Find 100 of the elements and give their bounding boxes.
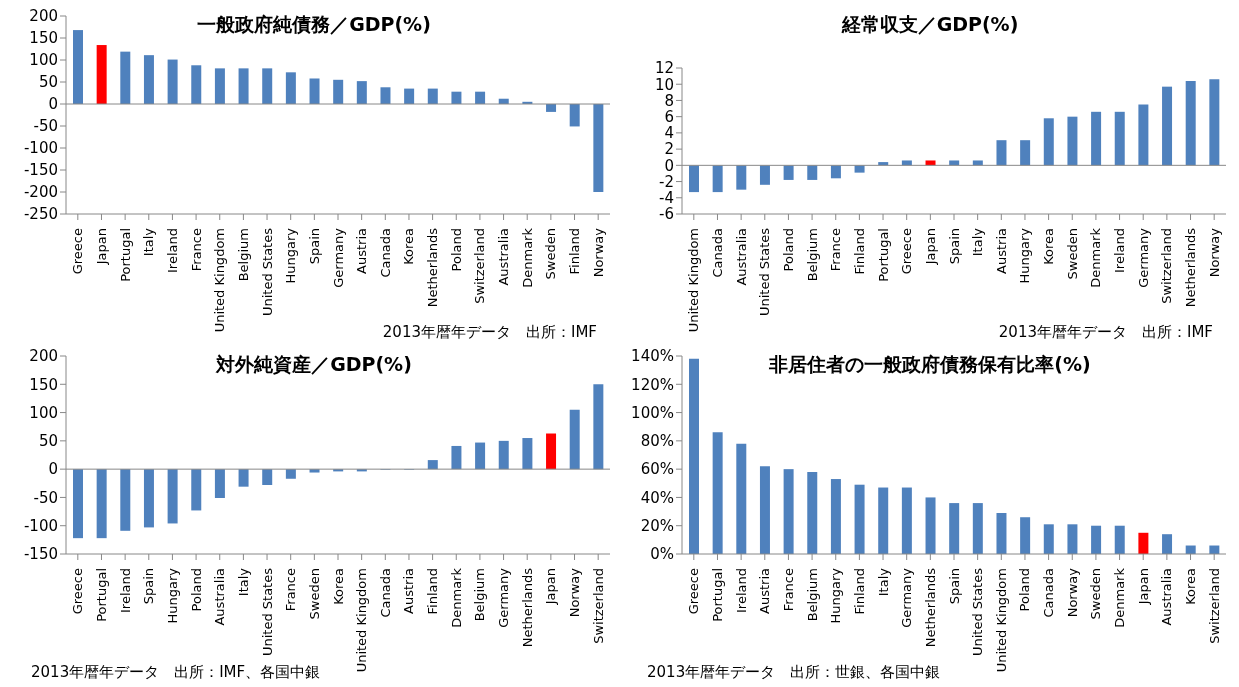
y-tick-label: 150	[29, 29, 58, 48]
x-tick-label: Greece	[70, 568, 86, 615]
x-tick-label: Sweden	[543, 228, 559, 280]
x-tick-label: Netherlands	[922, 567, 938, 648]
x-tick-label: Germany	[496, 567, 512, 628]
x-tick-label: United Kingdom	[354, 568, 370, 673]
x-tick-label: Norway	[590, 227, 606, 278]
x-tick-label: Portugal	[93, 568, 109, 622]
y-tick-label: -50	[33, 117, 58, 136]
x-tick-label: Italy	[235, 567, 251, 597]
y-tick-label: -6	[659, 205, 674, 224]
x-tick-label: Hungary	[283, 227, 299, 284]
y-tick-label: 0	[48, 95, 58, 114]
x-tick-label: Spain	[141, 568, 157, 605]
y-tick-label: -100	[23, 517, 58, 536]
y-tick-label: -100	[23, 139, 58, 158]
x-tick-label: Denmark	[519, 227, 535, 288]
x-tick-label: Korea	[401, 228, 417, 265]
y-tick-label: 6	[664, 107, 674, 126]
x-tick-label: Netherlands	[1183, 227, 1199, 308]
y-tick-label: 4	[664, 124, 674, 143]
x-tick-label: Ireland	[733, 568, 749, 613]
x-tick-label: Finland	[567, 228, 583, 275]
y-tick-label: 0	[48, 460, 58, 479]
x-tick-label: Japan	[922, 228, 938, 266]
x-tick-label: Spain	[946, 228, 962, 265]
y-tick-label: 50	[38, 432, 58, 451]
y-tick-label: 40%	[640, 488, 674, 507]
x-tick-label: Canada	[377, 568, 393, 618]
x-tick-label: Spain	[306, 228, 322, 265]
y-tick-label: 200	[29, 7, 58, 26]
x-tick-label: Korea	[330, 568, 346, 605]
x-tick-label: United Kingdom	[993, 568, 1009, 673]
x-tick-label: Italy	[970, 227, 986, 257]
x-tick-label: Sweden	[306, 568, 322, 620]
x-tick-label: Germany	[1135, 227, 1151, 288]
x-tick-label: Norway	[1206, 227, 1222, 278]
y-tick-label: 200	[29, 347, 58, 366]
x-tick-label: Germany	[899, 567, 915, 628]
x-tick-label: Poland	[188, 568, 204, 612]
x-tick-label: Poland	[780, 228, 796, 272]
x-tick-label: Netherlands	[425, 227, 441, 308]
y-tick-label: 150	[29, 375, 58, 394]
x-tick-label: Finland	[425, 568, 441, 615]
x-tick-label: Canada	[1041, 568, 1057, 618]
x-tick-label: Australia	[496, 228, 512, 286]
y-tick-label: 50	[38, 73, 58, 92]
x-tick-label: Norway	[567, 567, 583, 618]
x-tick-label: Germany	[330, 227, 346, 288]
x-tick-label: France	[780, 568, 796, 612]
text: 2013年暦年データ 出所：IMF、各国中銀	[28, 663, 324, 682]
y-tick-label: 10	[654, 75, 674, 94]
y-tick-label: 120%	[631, 375, 674, 394]
y-tick-label: 60%	[640, 460, 674, 479]
x-tick-label: Switzerland	[590, 568, 606, 644]
x-tick-label: Japan	[543, 568, 559, 606]
x-tick-label: France	[828, 228, 844, 272]
x-tick-label: Norway	[1064, 567, 1080, 618]
y-tick-label: -50	[33, 488, 58, 507]
text: 2013年暦年データ 出所：世銀、各国中銀	[644, 663, 944, 682]
chart-title: 非居住者の一般政府債務保有比率(%)	[769, 353, 1091, 375]
text: 2013年暦年データ 出所：IMF	[995, 323, 1216, 342]
x-tick-label: Canada	[709, 228, 725, 278]
x-tick-label: United States	[970, 567, 986, 657]
x-tick-label: Portugal	[875, 228, 891, 282]
chart-title: 一般政府純債務／GDP(%)	[197, 13, 431, 35]
y-tick-label: 0%	[650, 545, 674, 564]
x-tick-label: Australia	[733, 228, 749, 286]
x-tick-label: Austria	[757, 568, 773, 614]
x-tick-label: Spain	[946, 568, 962, 605]
x-tick-label: Finland	[851, 568, 867, 615]
y-tick-label: 2	[664, 140, 674, 159]
x-tick-label: Sweden	[1088, 568, 1104, 620]
x-tick-label: Switzerland	[1159, 228, 1175, 304]
x-tick-label: Poland	[448, 228, 464, 272]
y-tick-label: 140%	[631, 347, 674, 366]
chart-title: 対外純資産／GDP(%)	[216, 353, 412, 375]
x-tick-label: Canada	[377, 228, 393, 278]
x-tick-label: Hungary	[164, 567, 180, 624]
x-tick-label: Australia	[212, 568, 228, 626]
y-tick-label: -150	[23, 545, 58, 564]
x-tick-label: Japan	[1135, 568, 1151, 606]
x-tick-label: Denmark	[1088, 227, 1104, 288]
y-tick-label: -200	[23, 183, 58, 202]
y-tick-label: -2	[659, 172, 674, 191]
x-tick-label: Italy	[141, 227, 157, 257]
x-tick-label: United Kingdom	[212, 228, 228, 333]
y-tick-label: 12	[654, 59, 674, 78]
y-tick-label: 8	[664, 91, 674, 110]
x-tick-label: Hungary	[828, 567, 844, 624]
x-tick-label: Greece	[70, 228, 86, 275]
x-tick-label: Greece	[899, 228, 915, 275]
x-tick-label: Greece	[686, 568, 702, 615]
x-tick-label: Belgium	[472, 568, 488, 622]
x-tick-label: Japan	[93, 228, 109, 266]
x-tick-label: Ireland	[1112, 228, 1128, 273]
y-tick-label: 20%	[640, 517, 674, 536]
x-tick-label: Austria	[354, 228, 370, 274]
x-tick-label: United States	[757, 227, 773, 317]
x-tick-label: Austria	[993, 228, 1009, 274]
